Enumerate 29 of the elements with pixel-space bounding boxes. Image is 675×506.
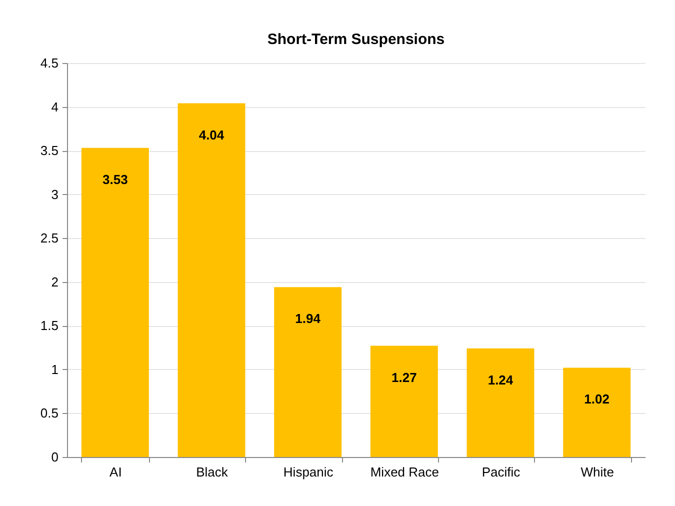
bar [81,148,149,457]
x-tick-label: Mixed Race [370,464,439,480]
y-tick-label: 2 [51,274,58,290]
y-tick-label: 3 [51,186,58,202]
x-tick-label: Hispanic [283,464,334,480]
y-tick-label: 0.5 [40,406,58,421]
bar [178,103,246,457]
y-tick-label: 0 [51,450,58,464]
bar [370,346,438,457]
x-tick-label: AI [110,464,122,480]
bar [274,287,342,457]
y-tick-label: 3.5 [40,143,58,158]
y-tick-label: 1.5 [40,318,58,334]
y-tick-label: 4 [51,99,58,114]
bar [563,368,631,457]
bar [466,348,534,457]
x-tick-label: Pacific [482,464,521,480]
data-label: 1.24 [488,372,514,388]
data-label: 1.94 [295,311,322,326]
x-tick-label: White [580,464,614,480]
chart-title: Short-Term Suspensions [267,31,445,48]
data-label: 4.04 [198,127,225,142]
y-tick-label: 1 [51,362,58,377]
y-tick-label: 4.5 [40,56,58,70]
data-label: 1.02 [584,392,610,407]
y-tick-label: 2.5 [40,230,58,246]
data-label: 3.53 [102,172,128,187]
data-label: 1.27 [392,370,417,385]
x-tick-label: Black [196,464,228,480]
